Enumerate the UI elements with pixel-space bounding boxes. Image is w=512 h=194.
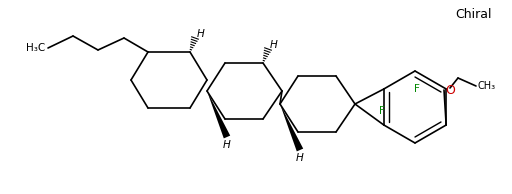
Polygon shape [207, 91, 230, 138]
Text: CH₃: CH₃ [478, 81, 496, 91]
Text: H: H [270, 40, 278, 50]
Text: H: H [223, 140, 231, 150]
Polygon shape [280, 104, 303, 151]
Text: H: H [197, 29, 205, 39]
Text: O: O [445, 83, 455, 96]
Text: Chiral: Chiral [455, 8, 491, 21]
Text: F: F [379, 106, 385, 116]
Text: H₃C: H₃C [26, 43, 45, 53]
Text: H: H [296, 153, 304, 163]
Text: F: F [414, 84, 420, 94]
